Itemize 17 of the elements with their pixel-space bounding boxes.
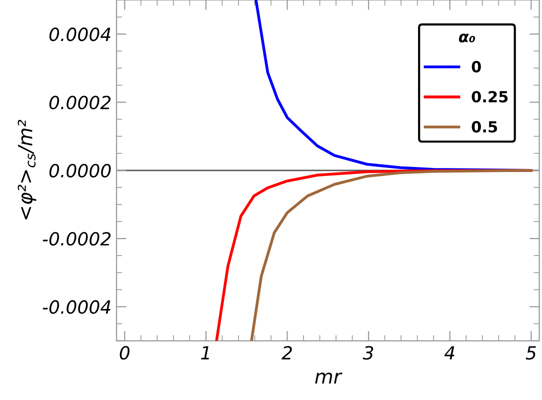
y-tick-label: -0.0002	[42, 232, 111, 246]
x-tick-label: 0	[120, 346, 130, 360]
y-tick-label: 0.0002	[49, 96, 111, 110]
x-tick-label: 2	[282, 346, 292, 360]
legend-label: 0.5	[472, 121, 498, 133]
y-tick-label: 0.0000	[49, 164, 111, 178]
x-axis-title: mr	[315, 372, 342, 384]
x-tick-label: 1	[201, 346, 209, 360]
legend-label: 0	[472, 60, 481, 72]
x-tick-label: 4	[444, 346, 454, 360]
legend-label: 0.25	[472, 90, 508, 103]
x-tick-label: 5	[526, 346, 536, 360]
y-axis-title: <φ²>$_{cs}$/m²	[18, 120, 36, 220]
y-tick-label: 0.0004	[49, 28, 110, 42]
legend-title: α₀	[458, 34, 476, 42]
y-tick-label: -0.0004	[42, 300, 110, 314]
x-tick-label: 3	[362, 346, 374, 360]
